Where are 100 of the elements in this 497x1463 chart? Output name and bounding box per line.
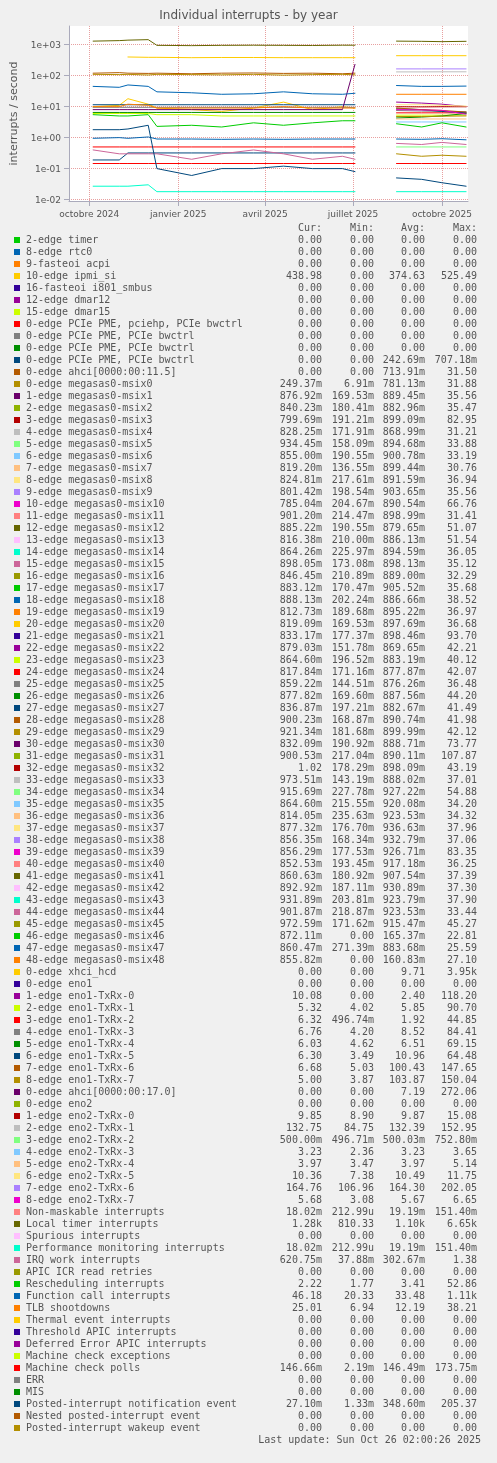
text: 118.20: [440, 990, 477, 1001]
legend-label: 21-edge megasas0-msix21: [26, 630, 165, 642]
text: 852.53m: [278, 858, 322, 870]
text: 525.49: [440, 270, 477, 281]
text: 189.68m: [331, 606, 374, 617]
legend-label: 26-edge megasas0-msix26: [26, 690, 165, 702]
text: 0.00: [400, 1350, 425, 1361]
text: 0.00: [400, 1098, 425, 1109]
text: 272.06: [440, 1086, 477, 1097]
text: 3.95k: [446, 966, 477, 977]
text: 8.52: [400, 1026, 425, 1037]
text: 0.00: [349, 234, 374, 245]
text: 0.00: [349, 1338, 374, 1349]
text: 0.00: [349, 1326, 374, 1337]
text: 0.00: [349, 342, 374, 353]
text: 3.65: [452, 1146, 477, 1157]
text: 6.30: [296, 1050, 322, 1062]
legend-label: 4-edge eno2-TxRx-3: [26, 1146, 135, 1158]
text: 36.97: [446, 606, 477, 617]
legend-label: Posted-interrupt wakeup event: [26, 1422, 201, 1434]
text: 0.00: [349, 978, 374, 989]
text: 44.85: [446, 1014, 477, 1025]
text: 888.13m: [278, 594, 322, 606]
text: 0.00: [349, 1098, 374, 1109]
text: 500.03m: [382, 1134, 425, 1145]
text: 9.71: [400, 966, 425, 977]
text: 27.10m: [284, 1398, 322, 1410]
text: 898.99m: [382, 510, 425, 521]
legend-label: 1-edge eno1-TxRx-0: [26, 990, 135, 1002]
text: 3.87: [349, 1074, 374, 1085]
text: 819.09m: [278, 618, 322, 630]
text: 0.00: [400, 1422, 425, 1433]
legend-label: 1-edge eno2-TxRx-0: [26, 1110, 135, 1122]
text: 620.75m: [278, 1254, 322, 1266]
text: 930.89m: [382, 882, 425, 893]
legend-label: 7-edge megasas0-msix7: [26, 462, 153, 474]
text: 180.41m: [331, 402, 374, 413]
text: 0.00: [349, 246, 374, 257]
text: 84.75: [343, 1122, 374, 1133]
text: 35.56: [446, 390, 477, 401]
text: 271.39m: [331, 942, 374, 953]
text: 817.84m: [278, 666, 322, 678]
text: 180.92m: [331, 870, 374, 881]
legend-label: Threshold APIC interrupts: [26, 1326, 177, 1338]
text: 932.79m: [382, 834, 425, 845]
legend-label: 14-edge megasas0-msix14: [26, 546, 165, 558]
legend-label: 2-edge megasas0-msix2: [26, 402, 153, 414]
legend-label: 31-edge megasas0-msix31: [26, 750, 165, 762]
text: 846.45m: [278, 570, 322, 582]
y-tick-label: 1e+02: [30, 70, 61, 81]
text: 6.91m: [343, 378, 374, 389]
text: 6.65: [452, 1194, 477, 1205]
text: 32.29: [446, 570, 477, 581]
text: 83.35: [446, 846, 477, 857]
text: 93.70: [446, 630, 477, 641]
text: 0.00: [349, 954, 374, 965]
text: 898.13m: [382, 558, 425, 569]
text: 6.51: [400, 1038, 425, 1049]
text: 42.12: [446, 726, 477, 737]
text: 833.17m: [278, 630, 322, 642]
text: 0.00: [452, 234, 477, 245]
text: 3.23: [400, 1146, 425, 1157]
legend-label: 41-edge megasas0-msix41: [26, 870, 165, 882]
legend-label: 33-edge megasas0-msix33: [26, 774, 165, 786]
text: 781.13m: [382, 378, 425, 389]
legend-label: 0-edge eno2: [26, 1098, 93, 1110]
text: 877.82m: [278, 690, 322, 702]
text: 0.00: [400, 234, 425, 245]
text: 900.23m: [278, 714, 322, 726]
text: 936.63m: [382, 822, 425, 833]
text: 819.20m: [278, 462, 322, 474]
x-tick-label: juillet 2025: [326, 208, 379, 219]
text: 888.02m: [382, 774, 425, 785]
text: 894.59m: [382, 546, 425, 557]
legend-label: 13-edge megasas0-msix13: [26, 534, 165, 546]
text: 785.04m: [278, 498, 322, 510]
text: 212.99u: [331, 1206, 374, 1217]
text: 73.77: [446, 738, 477, 749]
text: 0.00: [452, 282, 477, 293]
text: 0.00: [400, 1314, 425, 1325]
text: 1.02: [296, 762, 322, 774]
text: 876.92m: [278, 390, 322, 402]
text: 41.49: [446, 702, 477, 713]
text: 0.00: [400, 978, 425, 989]
text: 42.21: [446, 642, 477, 653]
text: 0.00: [296, 234, 322, 246]
text: 812.73m: [278, 606, 322, 618]
text: 500.00m: [278, 1134, 322, 1146]
text: 217.04m: [331, 750, 374, 761]
text: 146.49m: [382, 1362, 425, 1373]
text: 193.45m: [331, 858, 374, 869]
text: 205.37: [440, 1398, 477, 1409]
legend-label: 20-edge megasas0-msix20: [26, 618, 165, 630]
text: 37.88m: [337, 1254, 374, 1265]
text: 37.06: [446, 834, 477, 845]
text: 168.87m: [331, 714, 374, 725]
legend-label: 17-edge megasas0-msix17: [26, 582, 165, 594]
text: 151.40m: [434, 1206, 477, 1217]
text: 11.75: [446, 1170, 477, 1181]
legend-label: 27-edge megasas0-msix27: [26, 702, 165, 714]
